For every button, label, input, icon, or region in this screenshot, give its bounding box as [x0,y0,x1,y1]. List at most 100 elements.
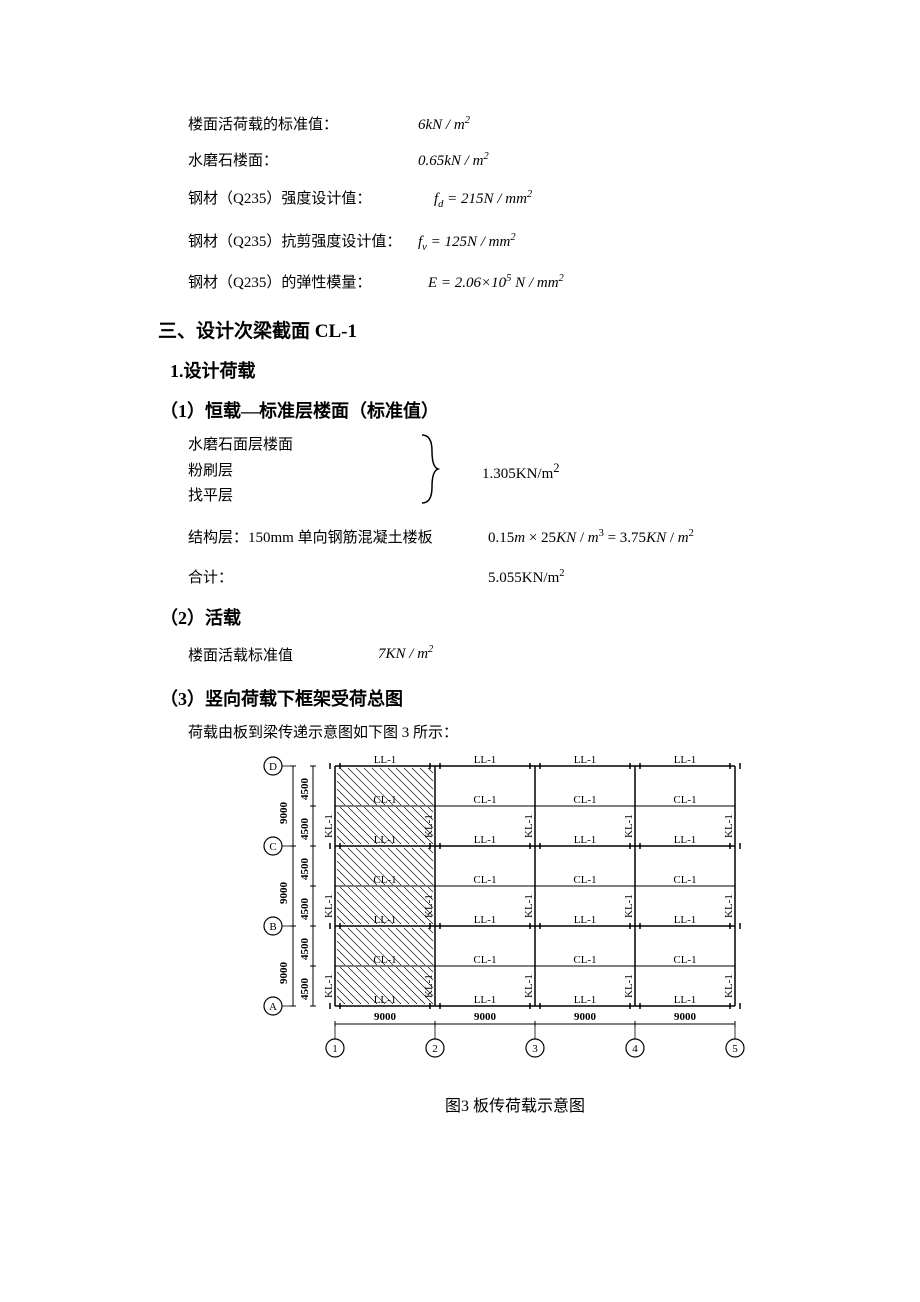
total-value: 5.055KN/m2 [488,566,565,590]
plan-diagram: 9000 4500 4500 9000 4500 4500 9000 4500 4500 D C B A… [260,756,770,1086]
svg-text:LL-1: LL-1 [674,834,697,846]
svg-text:4500: 4500 [299,818,311,841]
svg-text:KL-1: KL-1 [623,974,635,998]
struct-layer-value: 0.15m × 25KN / m3 = 3.75KN / m2 [488,526,694,550]
param-value: 0.65kN / m2 [418,146,489,176]
svg-text:KL-1: KL-1 [523,894,535,918]
param-value: E = 2.06×105 N / mm2 [428,268,564,298]
svg-text:LL-1: LL-1 [674,994,697,1006]
svg-text:CL-1: CL-1 [373,794,396,806]
svg-text:LL-1: LL-1 [674,914,697,926]
curly-bracket-icon [418,433,442,510]
param-value: fv = 125N / mm2 [418,227,516,258]
diagram-intro: 荷载由板到梁传递示意图如下图 3 所示： [188,721,860,742]
svg-text:KL-1: KL-1 [523,814,535,838]
param-row: 钢材（Q235）的弹性模量： E = 2.06×105 N / mm2 [188,268,860,298]
total-row: 合计： 5.055KN/m2 [188,566,860,590]
param-label: 水磨石楼面： [188,146,418,176]
svg-text:B: B [269,921,276,933]
bracket-item: 找平层 [188,484,418,510]
section-heading: 三、设计次梁截面 CL-1 [158,316,860,343]
svg-text:4500: 4500 [299,938,311,961]
svg-text:2: 2 [432,1043,438,1055]
svg-text:LL-1: LL-1 [574,756,597,766]
svg-text:CL-1: CL-1 [373,954,396,966]
bracket-item: 粉刷层 [188,459,418,485]
svg-text:CL-1: CL-1 [673,954,696,966]
svg-text:CL-1: CL-1 [373,874,396,886]
svg-text:KL-1: KL-1 [723,894,735,918]
live-load-value: 7KN / m2 [378,644,433,665]
struct-layer-label: 结构层：150mm 单向钢筋混凝土楼板 [188,526,488,550]
svg-text:9000: 9000 [374,1011,397,1023]
param-row: 钢材（Q235）抗剪强度设计值： fv = 125N / mm2 [188,227,860,258]
svg-text:LL-1: LL-1 [474,834,497,846]
diagram-caption: 图3 板传荷载示意图 [170,1092,860,1116]
bracket-item: 水磨石面层楼面 [188,433,418,459]
param-row: 钢材（Q235）强度设计值： fd = 215N / mm2 [188,184,860,215]
svg-text:KL-1: KL-1 [323,814,335,838]
param-label: 钢材（Q235）的弹性模量： [188,268,418,298]
svg-text:9000: 9000 [574,1011,597,1023]
svg-text:3: 3 [532,1043,538,1055]
svg-text:D: D [269,761,277,773]
svg-text:9000: 9000 [278,962,290,985]
svg-text:C: C [269,841,276,853]
svg-text:KL-1: KL-1 [623,894,635,918]
bracket-value: 1.305KN/m2 [482,461,560,483]
svg-text:CL-1: CL-1 [673,794,696,806]
svg-text:4500: 4500 [299,978,311,1001]
svg-text:KL-1: KL-1 [323,974,335,998]
total-label: 合计： [188,566,488,590]
bracket-group: 水磨石面层楼面 粉刷层 找平层 1.305KN/m2 [188,433,860,510]
svg-text:KL-1: KL-1 [423,894,435,918]
svg-text:KL-1: KL-1 [723,974,735,998]
svg-text:CL-1: CL-1 [473,794,496,806]
svg-text:CL-1: CL-1 [573,794,596,806]
param-row: 楼面活荷载的标准值： 6kN / m2 [188,110,860,140]
svg-text:KL-1: KL-1 [323,894,335,918]
subsubsection-heading: （1）恒载—标准层楼面（标准值） [160,397,860,423]
live-load-label: 楼面活载标准值 [188,644,378,665]
svg-text:CL-1: CL-1 [573,874,596,886]
svg-text:4500: 4500 [299,898,311,921]
svg-text:KL-1: KL-1 [423,814,435,838]
svg-text:LL-1: LL-1 [674,756,697,766]
svg-text:KL-1: KL-1 [723,814,735,838]
svg-text:KL-1: KL-1 [623,814,635,838]
svg-text:LL-1: LL-1 [574,914,597,926]
svg-text:4: 4 [632,1043,638,1055]
svg-text:CL-1: CL-1 [473,874,496,886]
live-load-row: 楼面活载标准值 7KN / m2 [188,644,860,665]
svg-text:CL-1: CL-1 [573,954,596,966]
param-label: 楼面活荷载的标准值： [188,110,418,140]
param-value: fd = 215N / mm2 [434,184,532,215]
diagram-container: 9000 4500 4500 9000 4500 4500 9000 4500 4500 D C B A… [170,756,860,1086]
svg-text:LL-1: LL-1 [574,994,597,1006]
subsection-heading: 1.设计荷载 [170,357,860,383]
svg-text:LL-1: LL-1 [574,834,597,846]
bracket-items: 水磨石面层楼面 粉刷层 找平层 [188,433,418,510]
svg-text:5: 5 [732,1043,738,1055]
svg-text:LL-1: LL-1 [374,914,397,926]
svg-text:LL-1: LL-1 [474,914,497,926]
svg-text:CL-1: CL-1 [673,874,696,886]
subsubsection-heading: （2）活载 [160,604,860,630]
subsubsection-heading: （3）竖向荷载下框架受荷总图 [160,685,860,711]
svg-text:4500: 4500 [299,778,311,801]
svg-text:KL-1: KL-1 [523,974,535,998]
parameter-list: 楼面活荷载的标准值： 6kN / m2 水磨石楼面： 0.65kN / m2 钢… [188,110,860,298]
svg-text:9000: 9000 [278,882,290,905]
param-row: 水磨石楼面： 0.65kN / m2 [188,146,860,176]
svg-text:4500: 4500 [299,858,311,881]
svg-text:A: A [269,1001,277,1013]
param-label: 钢材（Q235）强度设计值： [188,184,418,214]
svg-text:9000: 9000 [674,1011,697,1023]
svg-text:LL-1: LL-1 [374,834,397,846]
svg-text:CL-1: CL-1 [473,954,496,966]
svg-text:9000: 9000 [474,1011,497,1023]
svg-text:LL-1: LL-1 [374,994,397,1006]
svg-text:LL-1: LL-1 [474,994,497,1006]
svg-text:LL-1: LL-1 [474,756,497,766]
param-label: 钢材（Q235）抗剪强度设计值： [188,227,418,257]
